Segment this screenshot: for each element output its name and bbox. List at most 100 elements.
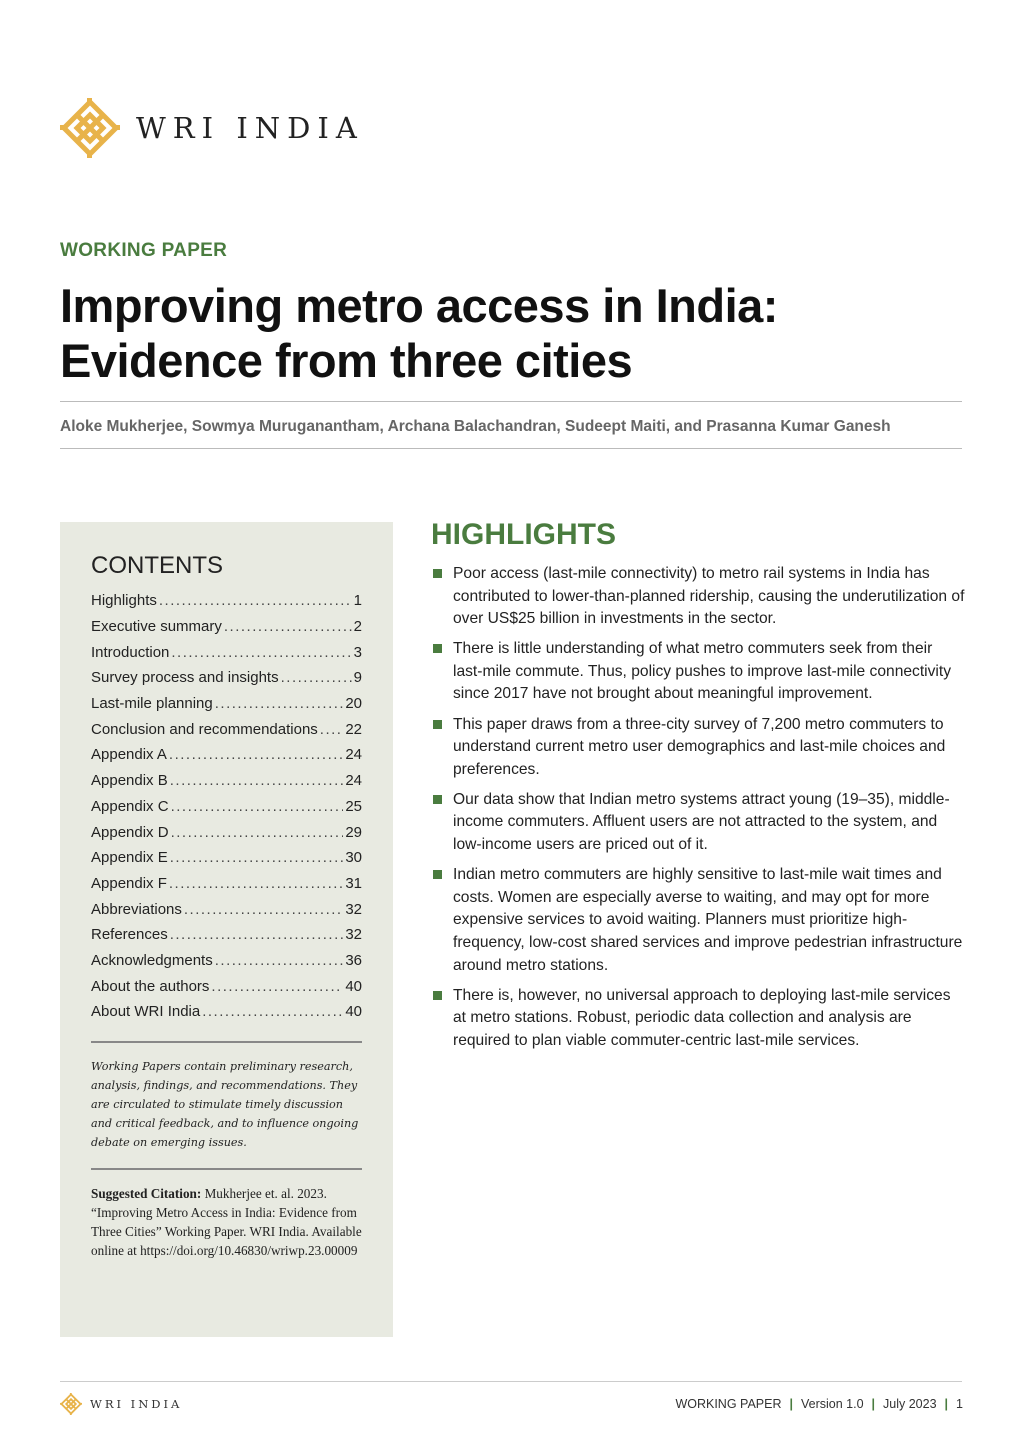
toc-item[interactable]: Executive summary 2 <box>91 614 362 640</box>
bullet-square-icon <box>433 870 442 880</box>
toc-page: 22 <box>345 720 362 738</box>
divider <box>60 448 962 449</box>
dot-leader <box>171 824 344 841</box>
toc-label: Appendix F <box>91 874 167 892</box>
dot-leader <box>170 926 344 943</box>
document-type: WORKING PAPER <box>60 240 228 261</box>
toc-label: About the authors <box>91 977 210 995</box>
toc-label: Appendix B <box>91 772 168 790</box>
toc-page: 24 <box>345 746 362 764</box>
toc-item[interactable]: Appendix F 31 <box>91 871 362 897</box>
toc-page: 24 <box>345 772 362 790</box>
title-line-2: Evidence from three cities <box>60 334 633 387</box>
toc-page: 32 <box>345 926 362 944</box>
toc-page: 36 <box>345 951 362 969</box>
highlight-text: Indian metro commuters are highly sensit… <box>453 866 963 974</box>
footer-brand: WRI INDIA <box>90 1397 183 1411</box>
toc-item[interactable]: Appendix E 30 <box>91 845 362 871</box>
toc-label: Appendix C <box>91 797 169 815</box>
bullet-square-icon <box>433 719 442 729</box>
authors: Aloke Mukherjee, Sowmya Muruganantham, A… <box>60 418 891 435</box>
footer-divider <box>60 1381 962 1382</box>
toc-item[interactable]: Appendix B 24 <box>91 768 362 794</box>
toc-item[interactable]: Appendix C 25 <box>91 794 362 820</box>
toc-item[interactable]: Abbreviations 32 <box>91 896 362 922</box>
footer-date: July 2023 <box>883 1397 937 1411</box>
page-number: 1 <box>956 1397 963 1411</box>
separator: | <box>871 1397 876 1411</box>
toc-label: Conclusion and recommendations <box>91 720 318 738</box>
toc-item[interactable]: Last-mile planning 20 <box>91 691 362 717</box>
dot-leader <box>170 849 344 866</box>
toc-label: Appendix A <box>91 746 167 764</box>
bullet-square-icon <box>433 794 442 804</box>
toc-page: 40 <box>345 1003 362 1021</box>
highlight-text: There is little understanding of what me… <box>453 640 952 703</box>
dot-leader <box>170 772 344 789</box>
dot-leader <box>320 721 344 738</box>
dot-leader <box>171 798 344 815</box>
toc-item[interactable]: About the authors 40 <box>91 973 362 999</box>
footer-info: WORKING PAPER | Version 1.0 | July 2023 … <box>675 1397 963 1411</box>
toc-page: 30 <box>345 849 362 867</box>
toc-label: Survey process and insights <box>91 669 279 687</box>
toc-item[interactable]: Survey process and insights 9 <box>91 665 362 691</box>
toc-page: 20 <box>345 695 362 713</box>
toc-item[interactable]: References 32 <box>91 922 362 948</box>
toc-page: 31 <box>345 874 362 892</box>
title-line-1: Improving metro access in India: <box>60 279 778 332</box>
toc-label: Acknowledgments <box>91 951 213 969</box>
divider <box>91 1040 362 1043</box>
suggested-citation: Suggested Citation: Mukherjee et. al. 20… <box>91 1184 362 1260</box>
highlight-item: There is little understanding of what me… <box>431 638 966 706</box>
dot-leader <box>211 978 343 995</box>
footer-doc-type: WORKING PAPER <box>675 1397 782 1411</box>
wri-knot-icon <box>60 1393 82 1415</box>
toc-item[interactable]: Appendix A 24 <box>91 742 362 768</box>
toc-page: 25 <box>345 797 362 815</box>
toc-label: Abbreviations <box>91 900 182 918</box>
dot-leader <box>202 1003 343 1020</box>
toc-label: Introduction <box>91 643 170 661</box>
highlight-item: Poor access (last-mile connectivity) to … <box>431 563 966 631</box>
toc-item[interactable]: About WRI India 40 <box>91 999 362 1025</box>
toc-label: Last-mile planning <box>91 695 213 713</box>
toc-page: 1 <box>353 592 362 610</box>
toc-label: Highlights <box>91 592 157 610</box>
highlight-text: Poor access (last-mile connectivity) to … <box>453 565 965 628</box>
contents-panel: CONTENTS Highlights 1 Executive summary 2 In… <box>60 522 393 1337</box>
toc-page: 2 <box>353 618 362 636</box>
toc-label: Appendix E <box>91 849 168 867</box>
toc-item[interactable]: Acknowledgments 36 <box>91 948 362 974</box>
logo-text: WRI INDIA <box>136 111 364 145</box>
toc-page: 32 <box>345 900 362 918</box>
separator: | <box>944 1397 949 1411</box>
wri-india-logo: WRI INDIA <box>60 98 364 158</box>
contents-heading: CONTENTS <box>91 552 223 579</box>
toc-label: About WRI India <box>91 1003 201 1021</box>
highlight-item: This paper draws from a three-city surve… <box>431 714 966 782</box>
toc-page: 9 <box>353 669 362 687</box>
toc-item[interactable]: Introduction 3 <box>91 639 362 665</box>
highlight-text: There is, however, no universal approach… <box>453 986 951 1049</box>
highlights-list: Poor access (last-mile connectivity) to … <box>431 563 966 1060</box>
footer-logo: WRI INDIA <box>60 1393 182 1415</box>
toc-list: Highlights 1 Executive summary 2 Introductio… <box>91 588 362 1025</box>
dot-leader <box>224 618 352 635</box>
toc-item[interactable]: Highlights 1 <box>91 588 362 614</box>
dot-leader <box>169 746 343 763</box>
dot-leader <box>171 644 351 661</box>
divider <box>60 401 962 402</box>
bullet-square-icon <box>433 990 442 1000</box>
dot-leader <box>169 875 343 892</box>
toc-item[interactable]: Appendix D 29 <box>91 819 362 845</box>
bullet-square-icon <box>433 644 442 654</box>
dot-leader <box>281 669 352 686</box>
toc-label: References <box>91 926 168 944</box>
dot-leader <box>184 901 343 918</box>
bullet-square-icon <box>433 569 442 578</box>
footer-version: Version 1.0 <box>800 1397 864 1411</box>
toc-item[interactable]: Conclusion and recommendations 22 <box>91 716 362 742</box>
highlight-text: Our data show that Indian metro systems … <box>453 790 950 854</box>
toc-label: Executive summary <box>91 618 222 636</box>
